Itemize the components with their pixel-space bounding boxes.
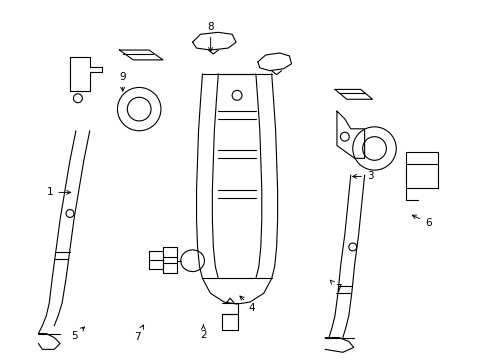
Text: 8: 8: [207, 22, 214, 51]
Text: 6: 6: [411, 215, 430, 228]
Text: 7: 7: [329, 280, 342, 294]
Text: 7: 7: [134, 325, 143, 342]
Text: 3: 3: [352, 171, 373, 181]
Text: 5: 5: [71, 327, 84, 341]
Text: 2: 2: [200, 325, 206, 340]
Text: 1: 1: [47, 188, 70, 197]
Text: 9: 9: [119, 72, 126, 91]
Text: 4: 4: [240, 296, 255, 312]
